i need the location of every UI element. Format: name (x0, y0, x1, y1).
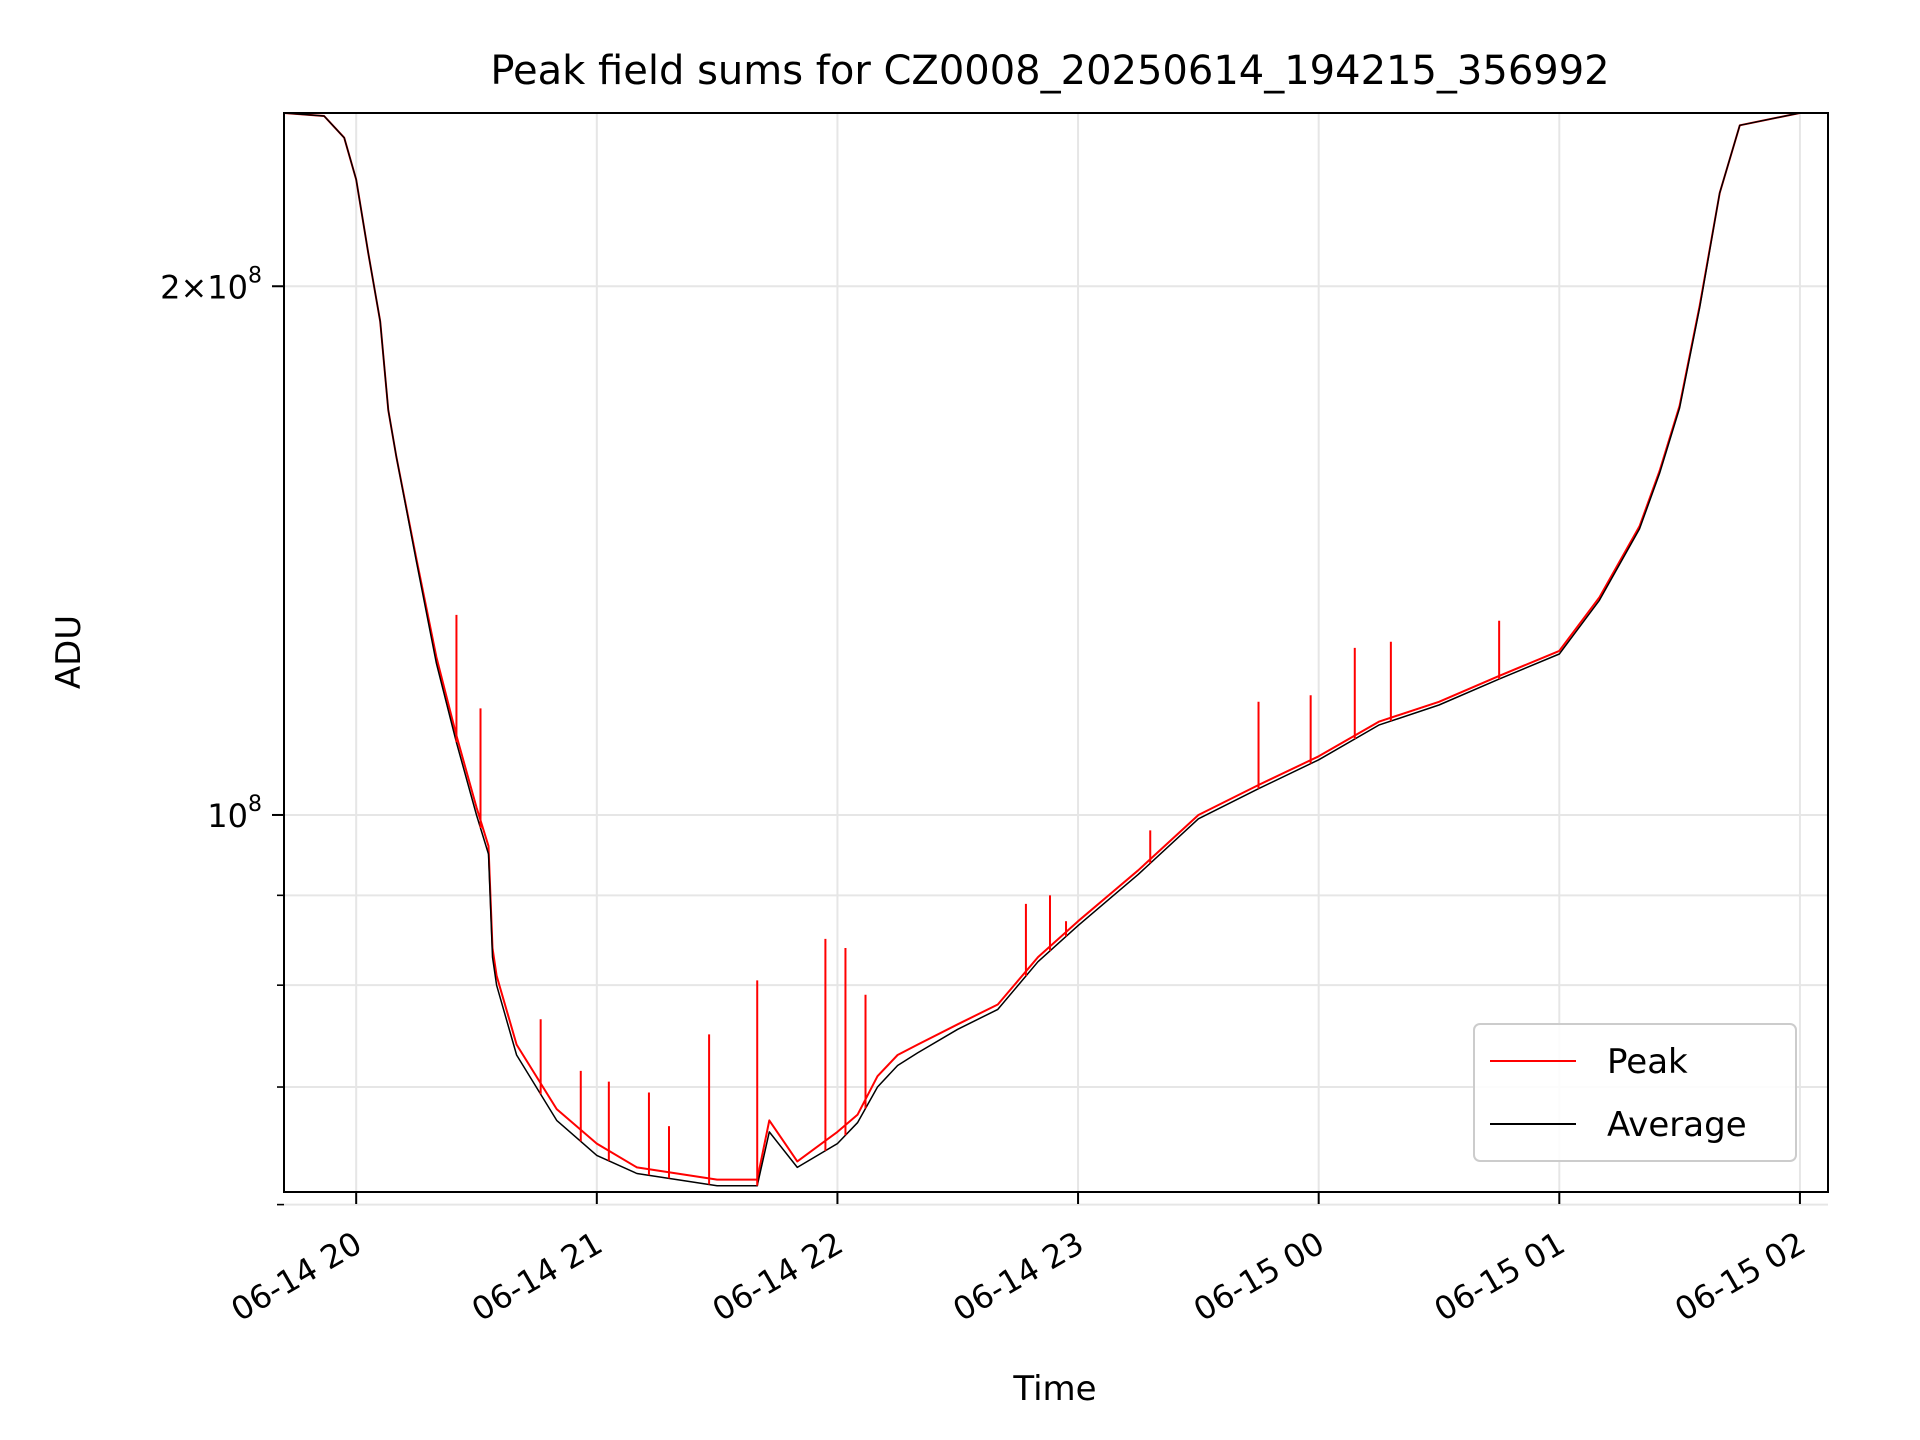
y-axis-label: ADU (49, 615, 89, 689)
y-axis-ticks: 2×108 108 (160, 263, 284, 1206)
legend-box (1473, 1023, 1797, 1162)
series-line-average (284, 113, 1828, 1187)
y-tick-label: 2×108 (160, 263, 262, 306)
y-tick-label: 108 (207, 792, 262, 835)
legend: Peak Average (1473, 1023, 1797, 1162)
chart-title: Peak field sums for CZ0008_20250614_1942… (490, 48, 1609, 94)
x-axis-label: Time (1012, 1369, 1096, 1409)
series-layer (284, 113, 1828, 1187)
plot-frame (283, 112, 1829, 1193)
legend-label-average: Average (1607, 1105, 1747, 1145)
legend-label-peak: Peak (1607, 1042, 1688, 1082)
